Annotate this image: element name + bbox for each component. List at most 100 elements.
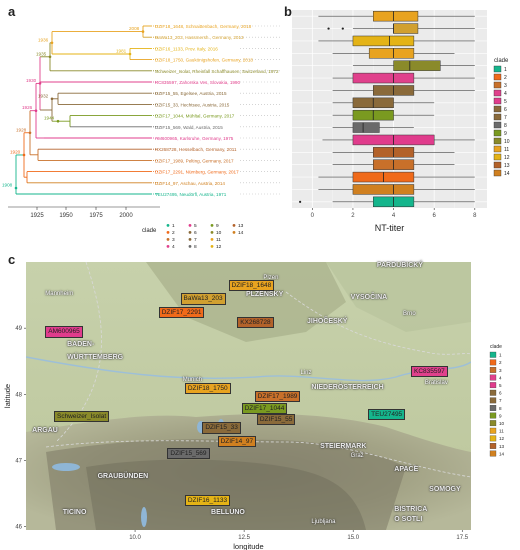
map-place-label: BISTRICA — [394, 506, 428, 514]
tree-tip-label: DZIF16_1133, Prov. Italy, 2016 — [155, 46, 218, 51]
map-x-axis-label: longitude — [233, 542, 263, 550]
tree-legend-key — [210, 238, 214, 241]
tree-legend-label: 9 — [216, 223, 219, 229]
map-place-label: Brno — [403, 310, 416, 317]
map-sample-label: DZIF17_1989 — [254, 391, 301, 403]
map-legend-key — [489, 435, 497, 442]
tree-legend-key — [166, 231, 170, 234]
tree-node-label: 1908 — [2, 183, 13, 188]
tree-legend-key — [188, 231, 192, 234]
map-legend-label: 2 — [499, 360, 502, 365]
x-tick-label: 6 — [433, 213, 437, 219]
legend-label: 5 — [504, 99, 507, 105]
tree-tip-label: DZIF17_1044, Mühltal, Germany, 2017 — [155, 114, 235, 119]
map-place-label: PLZEŇSKY — [245, 291, 284, 299]
tree-node-dot — [28, 131, 32, 135]
tree-legend-label: 8 — [194, 244, 197, 250]
map-x-tick-label: 15.0 — [347, 535, 359, 541]
tree-tip-label: KC835597, Zahorska Ves, Slovakia, 1990 — [155, 80, 240, 85]
map-legend-label: 14 — [499, 451, 505, 456]
tree-node-dot — [50, 41, 54, 45]
tree-axis-tick-label: 1950 — [59, 213, 73, 219]
tree-node-label: 1920 — [10, 149, 21, 154]
map-place-label: PARDUBICKÝ — [376, 262, 423, 269]
tree-legend-label: 12 — [216, 244, 222, 250]
tree-legend-key — [188, 238, 192, 241]
tree-legend-key — [210, 224, 214, 227]
tree-node-dot — [38, 82, 42, 85]
tree-tip-label: DZIF15_33, Hechtsee, Austria, 2015 — [155, 102, 230, 107]
map-x-tick-label: 17.5 — [456, 535, 468, 541]
map-place-label: WÜRTTEMBERG — [67, 353, 124, 361]
panel-b-letter: b — [284, 4, 292, 19]
legend-label: 1 — [504, 67, 507, 73]
tree-tip-label: BaWa13_203, Hassmersh., Germany, 2013 — [155, 35, 244, 40]
tree-tip-label: DZIF17_1989, Pelting, Germany, 2017 — [155, 158, 234, 163]
map-place-label: Graz — [350, 453, 364, 460]
legend-key — [493, 97, 502, 105]
map-legend-key — [489, 351, 497, 358]
map-place-label: Mannheim — [45, 291, 74, 298]
x-tick-label: 0 — [311, 213, 315, 219]
map-legend-title: clade — [490, 344, 502, 350]
tree-node-label: 1926 — [22, 105, 33, 110]
tree-node-label: 1981 — [116, 49, 127, 54]
map-sample-label: AM600965 — [45, 326, 83, 338]
map-place-label: TICINO — [62, 509, 87, 517]
tree-legend-key — [232, 231, 236, 234]
legend-key — [493, 113, 502, 121]
map-place-label: APACE — [394, 466, 419, 474]
box-outlier — [341, 27, 344, 30]
map-place-label: Ljubljana — [311, 519, 336, 526]
map-legend-key — [489, 389, 497, 396]
tree-legend-key — [210, 231, 214, 234]
map-sample-label: DZIF17_2291 — [158, 306, 205, 318]
box-iqr — [393, 60, 441, 71]
map-sample-label: DZIF18_1750 — [184, 382, 231, 394]
legend-label: 2 — [504, 75, 507, 81]
map-y-tick-label: 47 — [15, 459, 22, 465]
tree-node-label: 1928 — [16, 127, 27, 132]
tree-legend-key — [210, 245, 214, 248]
terrain-background — [26, 262, 471, 530]
tree-node-dot — [56, 119, 60, 123]
map-place-label: BELLUNO — [211, 509, 245, 517]
tree-legend-label: 13 — [238, 223, 244, 229]
map-legend-key — [489, 374, 497, 381]
map-place-label: Bratislav — [424, 380, 448, 387]
tree-node-label: 1936 — [38, 37, 49, 42]
tree-legend-label: 7 — [194, 237, 197, 243]
map-y-tick-label: 49 — [15, 326, 22, 332]
legend-label: 11 — [504, 147, 509, 153]
map-legend-key — [489, 427, 497, 434]
tree-axis-tick-label: 1925 — [30, 213, 44, 219]
tree-legend-label: 6 — [194, 230, 197, 236]
map-legend-label: 5 — [499, 383, 502, 388]
map-sample-label: DZIF16_1133 — [184, 495, 231, 507]
map-place-label: NIEDERÖSTERREICH — [311, 383, 384, 391]
map-legend-label: 4 — [499, 375, 502, 380]
map-place-label: JIHOČESKÝ — [307, 317, 348, 325]
tree-tip-label: DZIF15_569, Wald, Austria, 2015 — [155, 125, 223, 130]
map-sample-label: DZIF17_1044 — [241, 402, 288, 414]
tree-tip-label: DZIF18_1648, Schnaittenbach, Germany, 20… — [155, 24, 252, 29]
legend-key — [493, 65, 502, 73]
map-sample-label: KC835597 — [411, 366, 448, 378]
map-legend-label: 10 — [499, 421, 505, 426]
legend-label: 10 — [504, 139, 510, 145]
tree-tip-label: DZIF15_55, Egelsee, Austria, 2015 — [155, 91, 227, 96]
map-place-label: O SOTLI — [394, 516, 423, 524]
map-y-tick-label: 48 — [15, 392, 22, 398]
map-legend-key — [489, 367, 497, 373]
tree-node-dot — [128, 52, 132, 56]
tree-node-label: 1932 — [38, 93, 49, 98]
map-legend-label: 1 — [499, 353, 502, 358]
map-legend-key — [489, 412, 497, 419]
box-outlier — [327, 27, 330, 30]
legend-key — [493, 153, 502, 161]
tree-legend-label: 1 — [172, 223, 175, 229]
map-sample-label: DZIF18_1648 — [228, 280, 275, 292]
map-legend-label: 11 — [499, 429, 504, 434]
map-place-label: BADEN- — [67, 340, 95, 348]
